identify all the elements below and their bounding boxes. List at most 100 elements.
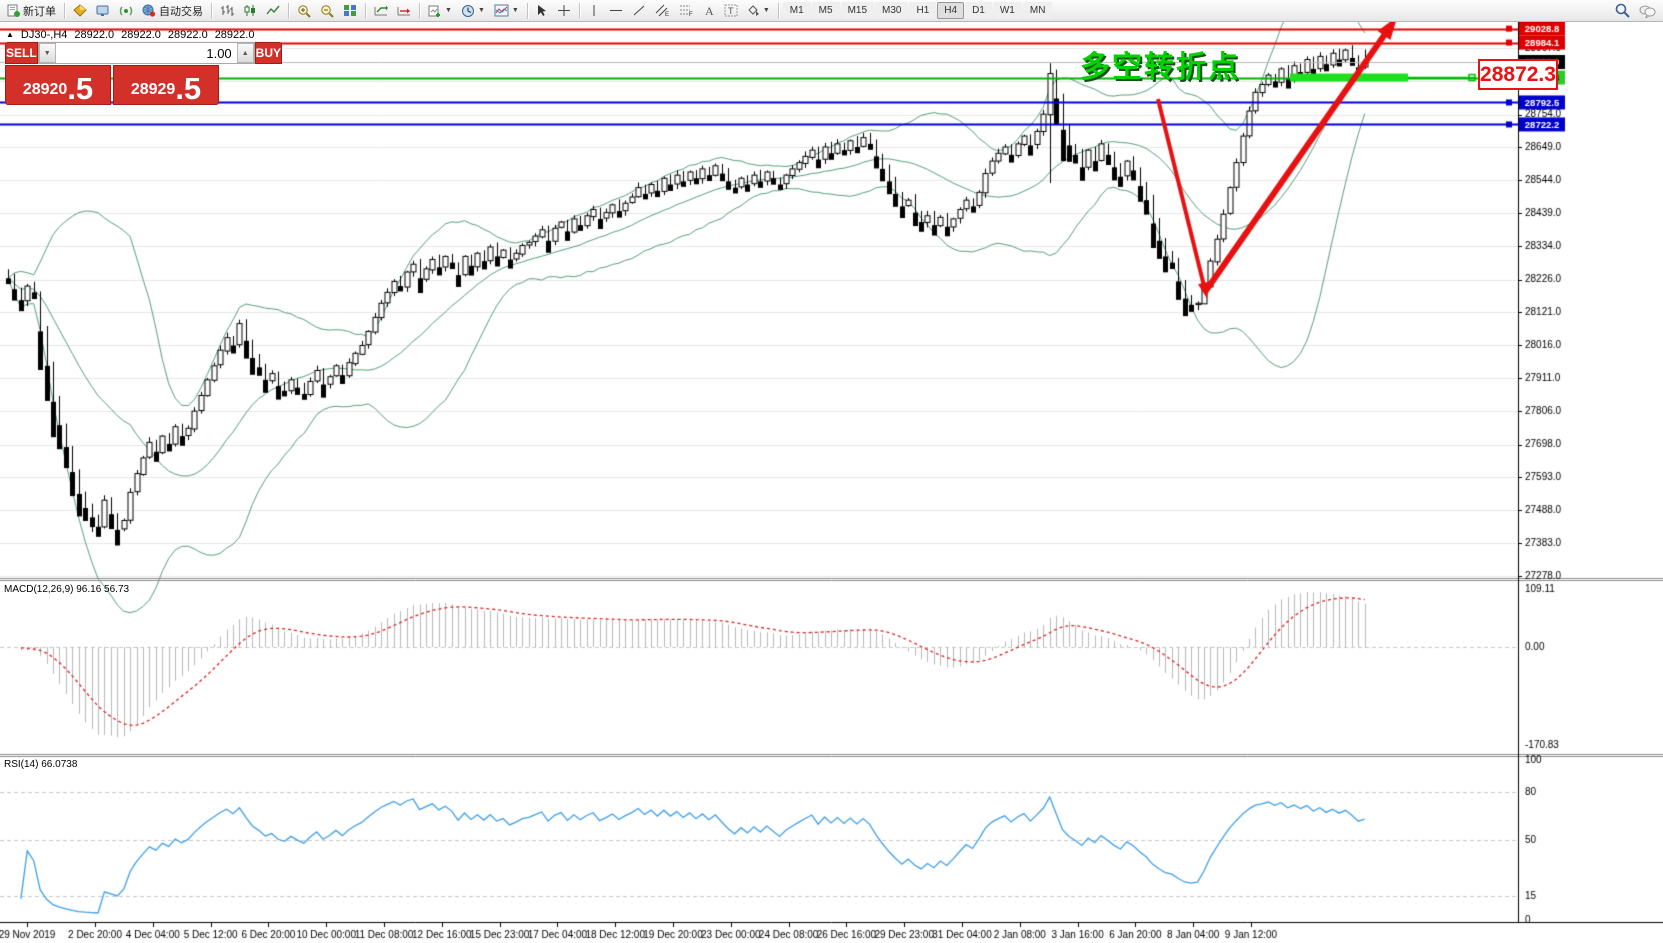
toolbar: 新订单 自动交易 ▼ ▼ ▼ E F A T ▼: [0, 0, 1663, 22]
vertical-line-icon: [593, 5, 595, 16]
rsi-indicator-label: RSI(14) 66.0738: [4, 759, 78, 770]
macd-indicator-label: MACD(12,26,9) 96.16 56.73: [4, 584, 130, 595]
indicators-button[interactable]: ▼: [424, 1, 456, 20]
toolbar-separator: [365, 2, 366, 19]
turning-point-annotation: 多空转折点: [1080, 51, 1240, 84]
search-button[interactable]: [1611, 1, 1634, 20]
volume-input[interactable]: [55, 43, 237, 63]
fibonacci-icon: F: [679, 5, 693, 17]
zoom-in-icon: [298, 4, 311, 18]
timeframe-m30-button[interactable]: M30: [875, 2, 909, 19]
fibonacci-button[interactable]: F: [675, 1, 698, 20]
chart-area[interactable]: [0, 22, 1663, 943]
search-icon: [1615, 3, 1630, 18]
svg-text:F: F: [689, 12, 693, 17]
zoom-out-icon: [321, 4, 334, 18]
new-order-button[interactable]: 新订单: [3, 1, 60, 20]
sell-button[interactable]: SELL: [5, 42, 38, 64]
zoom-out-button[interactable]: [316, 1, 338, 20]
metaeditor-icon: [73, 4, 87, 17]
buy-price-main: 28929: [130, 81, 176, 98]
autotrading-button[interactable]: 自动交易: [138, 1, 207, 20]
dropdown-caret: ▼: [445, 7, 452, 14]
horizontal-line-button[interactable]: [605, 1, 627, 20]
signals-button[interactable]: [115, 1, 137, 20]
dropdown-caret: ▼: [477, 7, 485, 14]
chat-icon: [1639, 5, 1656, 18]
timeframe-m15-button[interactable]: M15: [840, 2, 875, 19]
timeframe-h1-button[interactable]: H1: [909, 2, 937, 19]
support-price-tag[interactable]: 28872.3: [1478, 59, 1558, 90]
chat-button[interactable]: [1635, 1, 1660, 20]
toolbar-separator: [288, 2, 289, 19]
candlestick-chart-icon: [244, 5, 255, 16]
new-order-icon: [7, 4, 20, 17]
timeframe-m5-button[interactable]: M5: [811, 2, 840, 19]
ohlc-close: 28922.0: [214, 29, 255, 41]
sell-price-pips: .5: [67, 70, 94, 106]
sell-price-button[interactable]: 28920 .5: [5, 65, 111, 105]
terminal-button[interactable]: [92, 1, 114, 20]
bar-chart-button[interactable]: [216, 1, 238, 20]
new-order-label: 新订单: [23, 5, 56, 18]
text-button[interactable]: A: [699, 1, 719, 20]
dropdown-caret: ▼: [511, 7, 519, 14]
signals-icon: [119, 6, 133, 16]
metaeditor-button[interactable]: [69, 1, 91, 20]
text-label-icon: T: [724, 4, 738, 17]
svg-text:E: E: [665, 12, 669, 17]
buy-button[interactable]: BUY: [254, 42, 283, 64]
toolbar-separator: [64, 2, 65, 19]
trendline-icon: [633, 5, 645, 16]
one-click-trading-panel: SELL ▼ ▲ BUY 28920 .5 28929 .5: [5, 42, 283, 105]
symbol-info-bar: ▲ DJ30-,H4 28922.0 28922.0 28922.0 28922…: [6, 29, 254, 41]
volume-increase-button[interactable]: ▲: [236, 43, 254, 63]
clock-icon: [461, 4, 474, 17]
collapse-triangle-icon[interactable]: ▲: [6, 30, 14, 39]
volume-stepper: ▼ ▲: [37, 42, 255, 64]
trendline-button[interactable]: [628, 1, 650, 20]
templates-button[interactable]: ▼: [490, 1, 523, 20]
line-chart-button[interactable]: [262, 1, 284, 20]
ohlc-low: 28922.0: [167, 29, 208, 41]
candlestick-chart-button[interactable]: [239, 1, 261, 20]
svg-text:A: A: [705, 4, 714, 17]
text-label-button[interactable]: T: [720, 1, 742, 20]
symbol-title: DJ30-,H4: [20, 29, 68, 41]
tile-windows-button[interactable]: [339, 1, 361, 20]
timeframe-h4-button[interactable]: H4: [937, 2, 965, 19]
crosshair-button[interactable]: [553, 1, 575, 20]
toolbar-separator: [211, 2, 212, 19]
cursor-icon: [537, 5, 546, 16]
periods-button[interactable]: ▼: [457, 1, 489, 20]
timeframe-w1-button[interactable]: W1: [992, 2, 1022, 19]
timeframe-d1-button[interactable]: D1: [965, 2, 992, 19]
vertical-line-button[interactable]: [584, 1, 604, 20]
buy-price-pips: .5: [175, 70, 202, 106]
bar-chart-icon: [221, 5, 234, 16]
autotrading-icon: [142, 4, 156, 17]
timeframe-m1-button[interactable]: M1: [782, 2, 811, 19]
shapes-icon: [748, 5, 759, 16]
shapes-button[interactable]: ▼: [743, 1, 774, 20]
auto-scroll-icon: [374, 5, 388, 16]
toolbar-separator: [777, 2, 779, 19]
sell-price-main: 28920: [22, 81, 68, 98]
buy-price-button[interactable]: 28929 .5: [113, 65, 219, 105]
timeframe-mn-button[interactable]: MN: [1022, 2, 1053, 19]
line-chart-icon: [266, 5, 280, 15]
volume-decrease-button[interactable]: ▼: [38, 43, 56, 63]
cursor-button[interactable]: [532, 1, 552, 20]
equidistant-channel-button[interactable]: E: [651, 1, 674, 20]
toolbar-separator: [419, 2, 420, 19]
indicators-icon: [428, 5, 440, 17]
text-icon: A: [705, 4, 714, 17]
crosshair-icon: [557, 5, 570, 16]
toolbar-separator: [578, 2, 580, 19]
zoom-in-button[interactable]: [293, 1, 315, 20]
chart-shift-icon: [397, 7, 410, 16]
autotrading-label: 自动交易: [159, 5, 203, 18]
chart-shift-button[interactable]: [393, 1, 415, 20]
toolbar-separator: [526, 2, 528, 19]
auto-scroll-button[interactable]: [370, 1, 392, 20]
